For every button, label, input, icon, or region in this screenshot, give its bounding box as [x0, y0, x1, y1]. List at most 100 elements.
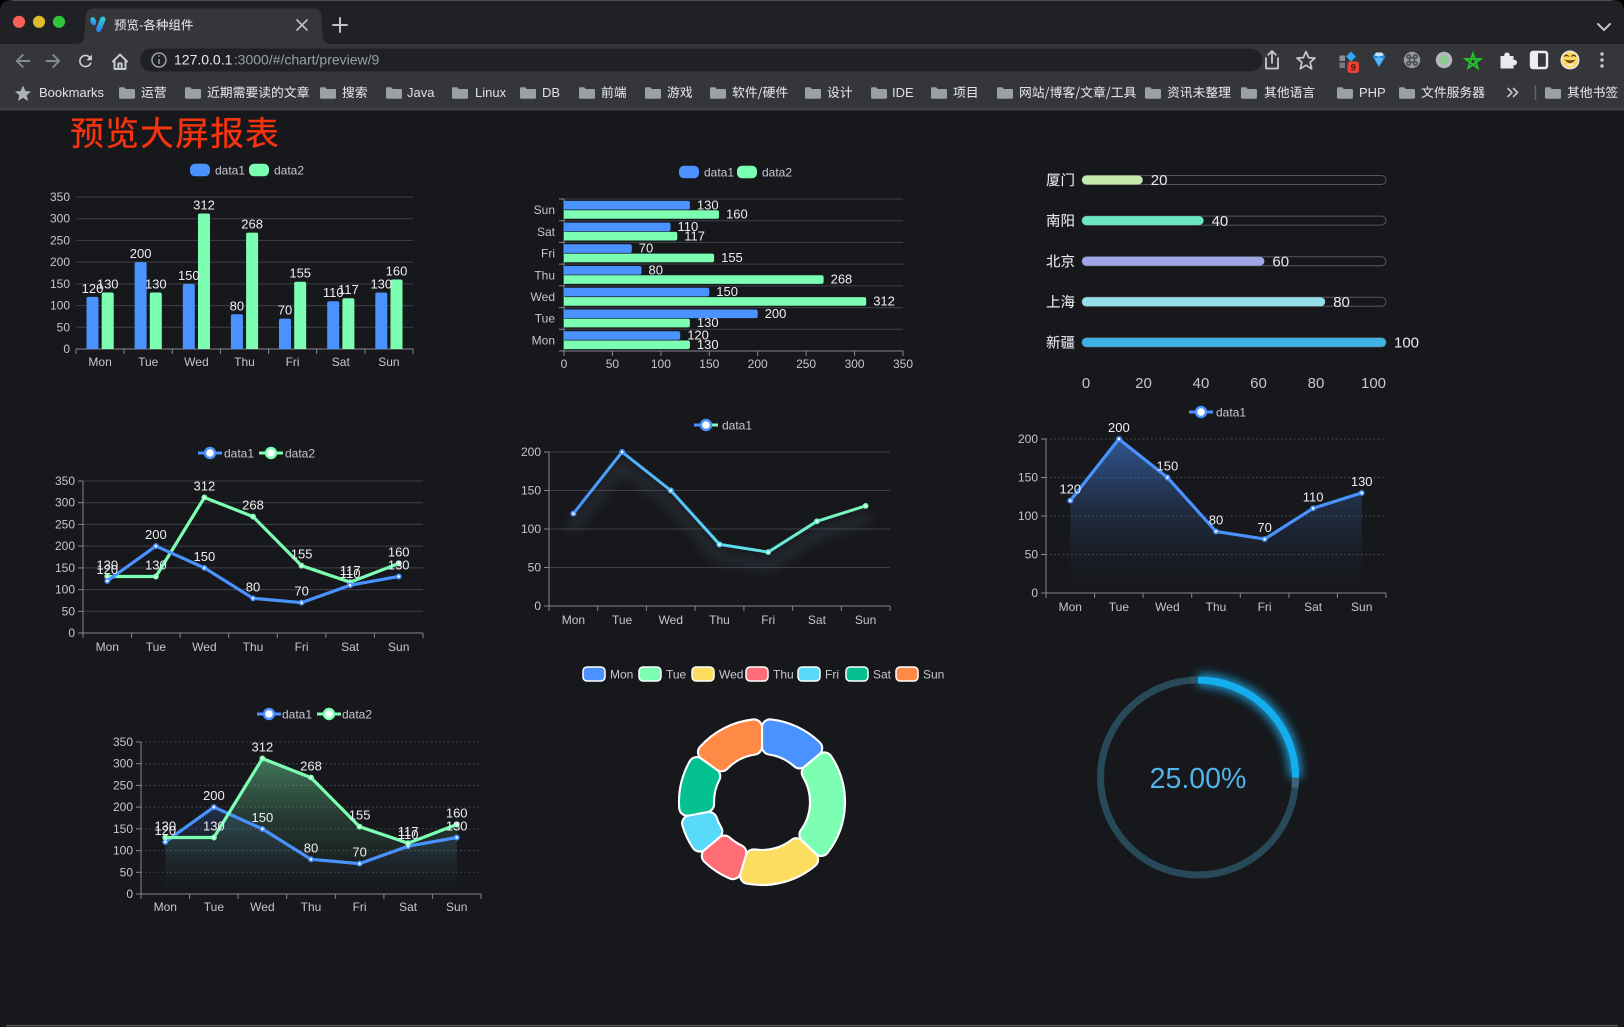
svg-text:0: 0 [1031, 586, 1038, 600]
svg-text:110: 110 [323, 285, 344, 300]
svg-text:data2: data2 [342, 707, 372, 721]
svg-text:155: 155 [721, 250, 743, 265]
svg-text:130: 130 [97, 277, 119, 292]
svg-text:Thu: Thu [301, 900, 322, 914]
svg-text:110: 110 [1303, 489, 1324, 504]
svg-text:Tue: Tue [138, 355, 159, 369]
svg-text:Fri: Fri [825, 668, 839, 682]
svg-text:0: 0 [534, 599, 541, 613]
svg-text:312: 312 [252, 740, 274, 755]
svg-text:130: 130 [370, 277, 392, 292]
svg-text:250: 250 [50, 233, 70, 247]
svg-text:250: 250 [55, 517, 75, 531]
svg-text:50: 50 [1025, 548, 1039, 562]
svg-text:Fri: Fri [286, 355, 300, 369]
svg-text:Wed: Wed [250, 900, 274, 914]
svg-text:120: 120 [687, 328, 709, 343]
svg-text:Sat: Sat [537, 225, 556, 239]
svg-text:350: 350 [55, 474, 75, 488]
svg-text:Sat: Sat [873, 668, 892, 682]
svg-text:160: 160 [388, 545, 410, 560]
svg-text:80: 80 [1333, 294, 1350, 311]
svg-text:268: 268 [300, 759, 322, 774]
svg-text:Tue: Tue [612, 613, 633, 627]
svg-text:Tue: Tue [1109, 600, 1130, 614]
svg-text:Sun: Sun [388, 640, 409, 654]
svg-text:100: 100 [55, 583, 75, 597]
svg-text:150: 150 [194, 549, 216, 564]
svg-text:60: 60 [1272, 253, 1289, 270]
svg-text:data2: data2 [274, 163, 304, 177]
svg-text:Mon: Mon [562, 613, 585, 627]
svg-text:Fri: Fri [295, 640, 309, 654]
svg-text:200: 200 [765, 306, 787, 321]
svg-text:50: 50 [528, 561, 542, 575]
svg-text:130: 130 [203, 819, 225, 834]
svg-text:350: 350 [50, 190, 70, 204]
svg-text:Sun: Sun [446, 900, 467, 914]
svg-text:130: 130 [96, 558, 118, 573]
svg-text:70: 70 [1257, 520, 1271, 535]
svg-text:50: 50 [62, 604, 76, 618]
svg-text:70: 70 [278, 303, 292, 318]
svg-text:Wed: Wed [719, 668, 743, 682]
svg-text:160: 160 [386, 264, 408, 279]
svg-text:300: 300 [845, 357, 865, 371]
svg-text:20: 20 [1151, 172, 1168, 189]
svg-text:data1: data1 [1216, 405, 1246, 419]
svg-text:DB: DB [542, 85, 560, 100]
svg-text:160: 160 [726, 207, 748, 222]
svg-text:100: 100 [521, 522, 541, 536]
svg-text:Mon: Mon [532, 333, 555, 347]
svg-text:Sun: Sun [1351, 600, 1372, 614]
svg-text:150: 150 [521, 484, 541, 498]
svg-text:Tue: Tue [535, 312, 556, 326]
svg-text:Mon: Mon [154, 900, 177, 914]
svg-text:150: 150 [50, 277, 70, 291]
svg-text:Wed: Wed [531, 290, 555, 304]
svg-text:40: 40 [1212, 213, 1229, 230]
svg-text:Bookmarks: Bookmarks [39, 85, 105, 100]
svg-text::3000/#/chart/preview/9: :3000/#/chart/preview/9 [234, 52, 380, 68]
svg-text:350: 350 [893, 357, 913, 371]
svg-text:155: 155 [289, 266, 311, 281]
svg-text:Sun: Sun [378, 355, 399, 369]
svg-text:117: 117 [684, 228, 705, 243]
svg-text:100: 100 [651, 357, 671, 371]
svg-text:200: 200 [748, 357, 768, 371]
svg-text:0: 0 [63, 342, 70, 356]
svg-text:data1: data1 [722, 418, 752, 432]
svg-text:250: 250 [113, 778, 133, 792]
svg-text:130: 130 [388, 558, 410, 573]
svg-text:Fri: Fri [761, 613, 775, 627]
svg-text:Fri: Fri [541, 247, 555, 261]
svg-text:200: 200 [130, 246, 152, 261]
svg-text:117: 117 [398, 824, 419, 839]
svg-text:120: 120 [82, 281, 104, 296]
svg-text:Thu: Thu [234, 355, 255, 369]
svg-text:data2: data2 [762, 165, 792, 179]
svg-text:Thu: Thu [243, 640, 264, 654]
svg-text:Sun: Sun [923, 668, 944, 682]
svg-text:200: 200 [521, 445, 541, 459]
svg-text:117: 117 [338, 282, 359, 297]
svg-text:70: 70 [639, 241, 653, 256]
svg-text:Mon: Mon [96, 640, 119, 654]
svg-text:127.0.0.1: 127.0.0.1 [174, 52, 233, 68]
svg-text:Tue: Tue [666, 668, 687, 682]
svg-text:0: 0 [1082, 375, 1090, 392]
svg-text:312: 312 [194, 479, 216, 494]
svg-text:130: 130 [697, 197, 719, 212]
svg-text:300: 300 [113, 757, 133, 771]
svg-text:150: 150 [178, 268, 200, 283]
svg-text:268: 268 [242, 498, 264, 513]
svg-text:25.00%: 25.00% [1150, 763, 1247, 795]
svg-text:268: 268 [831, 272, 853, 287]
svg-text:155: 155 [291, 547, 313, 562]
svg-text:160: 160 [446, 806, 468, 821]
svg-text:Wed: Wed [659, 613, 683, 627]
svg-text:Wed: Wed [1155, 600, 1179, 614]
svg-text:200: 200 [113, 800, 133, 814]
svg-text:130: 130 [446, 819, 468, 834]
svg-text:130: 130 [145, 277, 167, 292]
